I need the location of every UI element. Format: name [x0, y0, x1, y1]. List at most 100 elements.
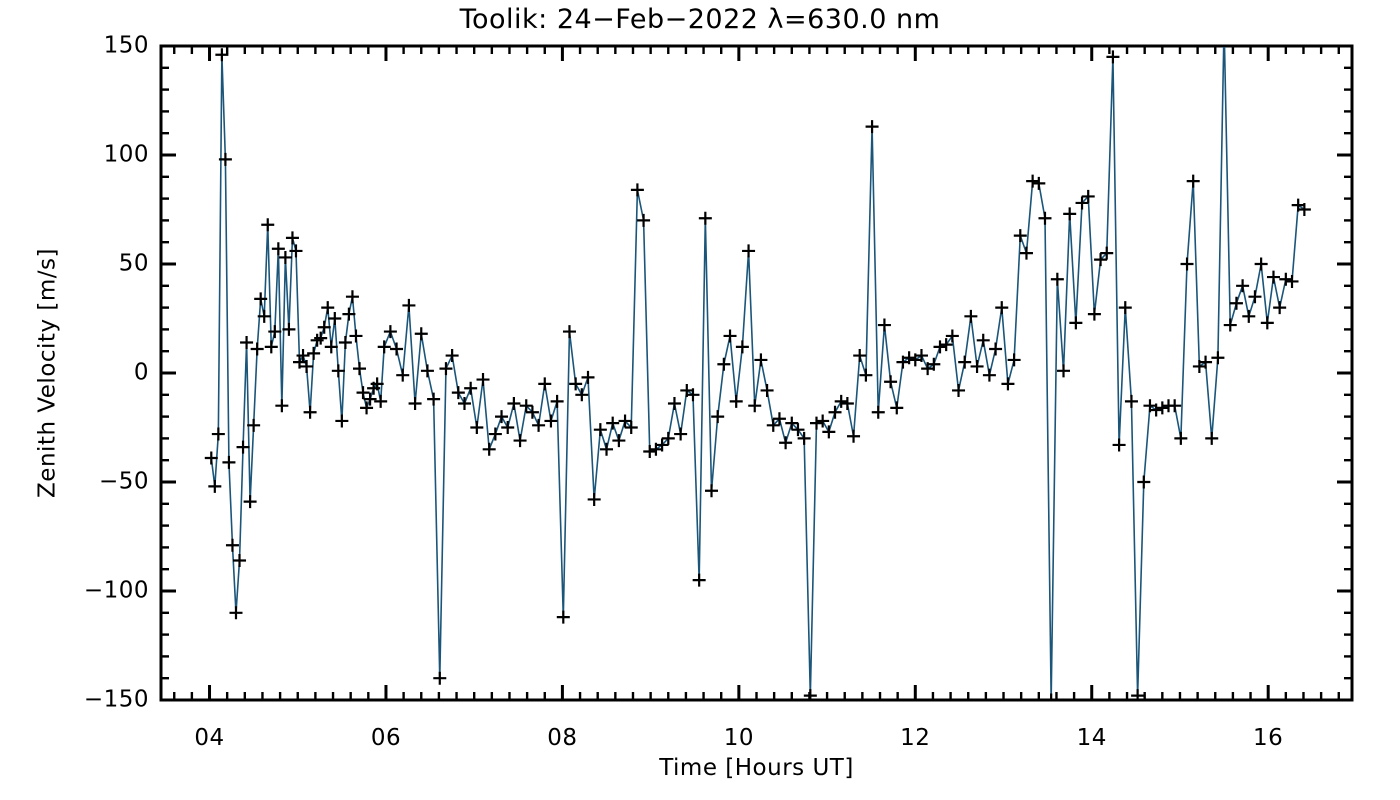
y-tick-label: −50 [99, 469, 149, 495]
data-point-marker [630, 183, 644, 197]
x-tick-label: 16 [1253, 725, 1283, 751]
data-point-marker [772, 412, 786, 426]
y-tick-label: 0 [134, 360, 149, 386]
data-point-marker [314, 331, 328, 345]
data-point-marker [1106, 50, 1120, 64]
data-point-marker [1199, 355, 1213, 369]
data-point-marker [408, 397, 422, 411]
x-tick-label: 10 [724, 725, 754, 751]
data-point-marker [476, 373, 490, 387]
data-point-marker [1075, 196, 1089, 210]
data-point-marker [692, 573, 706, 587]
data-point-marker [1032, 176, 1046, 190]
data-point-marker [342, 307, 356, 321]
data-point-marker [1297, 203, 1311, 216]
data-point-marker [717, 357, 731, 371]
data-point-marker [1007, 353, 1021, 367]
page-title: Toolik: 24−Feb−2022 λ=630.0 nm [459, 4, 941, 35]
data-point-marker [519, 399, 533, 413]
x-tick-label: 08 [547, 725, 577, 751]
data-point-marker [976, 333, 990, 347]
data-point-marker [779, 436, 793, 450]
data-point-marker [1094, 253, 1108, 267]
data-point-marker [803, 689, 817, 699]
data-point-marker [225, 538, 239, 552]
data-point-marker [952, 383, 966, 397]
data-point-marker [307, 346, 321, 360]
data-point-marker [1168, 399, 1182, 413]
data-point-marker [1069, 316, 1083, 330]
y-tick-label: 50 [119, 251, 149, 277]
x-tick-label: 04 [194, 725, 224, 751]
data-point-marker [1242, 309, 1256, 323]
data-point-marker [556, 610, 570, 624]
data-point-marker [1112, 438, 1126, 452]
data-point-marker [859, 368, 873, 382]
data-point-marker [1087, 307, 1101, 321]
data-point-marker [303, 405, 317, 419]
data-point-marker [218, 152, 232, 166]
data-point-marker [495, 410, 509, 424]
data-point-marker [667, 397, 681, 411]
data-point-marker [748, 399, 762, 413]
data-point-marker [587, 492, 601, 506]
data-point-marker [853, 349, 867, 363]
data-point-marker [324, 340, 338, 354]
data-point-marker [847, 429, 861, 443]
data-point-marker [433, 671, 447, 685]
data-point-marker [349, 329, 363, 343]
data-point-marker [1063, 207, 1077, 221]
data-point-marker [785, 416, 799, 430]
data-point-marker [1248, 290, 1262, 304]
data-point-marker [1223, 318, 1237, 332]
data-point-marker [945, 329, 959, 343]
data-point-marker [822, 425, 836, 439]
data-point-marker [766, 418, 780, 432]
data-point-marker [1260, 316, 1274, 330]
data-point-marker [445, 349, 459, 363]
data-point-marker [204, 451, 218, 465]
data-point-marker [643, 444, 657, 458]
data-point-marker [550, 394, 564, 408]
data-point-marker [233, 553, 247, 567]
data-point-marker [754, 353, 768, 367]
data-point-marker [396, 368, 410, 382]
data-point-marker [735, 340, 749, 354]
x-tick-labels: 04 06 08 10 12 14 16 [194, 725, 1283, 751]
data-point-marker [834, 394, 848, 408]
data-point-marker [363, 392, 377, 406]
data-point-marker [1186, 174, 1200, 188]
data-point-marker [321, 301, 335, 315]
data-point-marker [1081, 189, 1095, 203]
data-point-marker [374, 394, 388, 408]
data-point-marker [282, 322, 296, 336]
data-point-marker [331, 364, 345, 378]
data-point-marker [296, 349, 310, 363]
data-point-marker [1273, 301, 1287, 315]
y-tick-label: 100 [104, 142, 149, 168]
data-point-marker [275, 399, 289, 413]
data-point-marker [261, 218, 275, 232]
data-point-marker [1211, 351, 1225, 365]
plot-frame [159, 44, 1354, 702]
data-point-marker [377, 340, 391, 354]
data-point-marker [1149, 403, 1163, 417]
data-point-marker [791, 423, 805, 437]
data-point-marker [285, 231, 299, 245]
y-tick-label: −100 [84, 578, 149, 604]
data-point-marker [240, 335, 254, 349]
data-point-marker [958, 355, 972, 369]
x-tick-label: 12 [900, 725, 930, 751]
data-point-marker [370, 377, 384, 391]
data-point-marker [686, 388, 700, 402]
data-point-marker [816, 414, 830, 428]
data-point-marker [1205, 431, 1219, 445]
data-point-marker [1229, 296, 1243, 310]
data-point-marker [345, 290, 359, 304]
data-point-marker [1001, 377, 1015, 391]
data-point-marker [420, 364, 434, 378]
data-point-marker [840, 397, 854, 411]
data-point-marker [1236, 279, 1250, 293]
data-point-marker [1254, 257, 1268, 271]
